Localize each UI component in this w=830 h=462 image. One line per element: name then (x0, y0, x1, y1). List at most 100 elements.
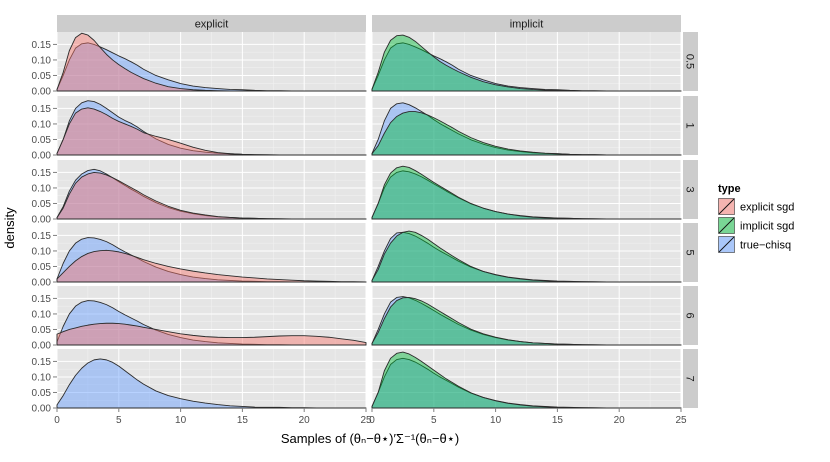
y-tick-label: 0.15 (32, 40, 52, 51)
row-strip-7 (683, 349, 698, 408)
y-axis-label: density (2, 207, 17, 249)
panel-explicit-5 (56, 223, 367, 283)
legend-label: implicit sgd (740, 221, 794, 233)
y-tick-label: 0.15 (32, 294, 52, 305)
panel-implicit-5 (371, 223, 682, 283)
density-area-true-chisq (56, 358, 367, 409)
legend-swatch-line (718, 217, 735, 234)
row-strip-6 (683, 286, 698, 345)
series-group-implicit-5 (371, 230, 682, 283)
legend-item-true-chisq: true−chisq (717, 235, 791, 254)
y-tick-label: 0.15 (32, 168, 52, 179)
y-tick-label: 0.05 (32, 388, 52, 399)
panel-implicit-6 (371, 286, 682, 346)
legend-item-explicit-sgd: explicit sgd (717, 197, 794, 216)
x-tick-label: 25 (675, 415, 687, 426)
y-tick-label: 0.00 (32, 215, 52, 226)
y-tick-label: 0.05 (32, 325, 52, 336)
x-tick-label: 15 (237, 415, 249, 426)
legend-swatch-line (718, 236, 735, 253)
row-strip-0.5 (683, 32, 698, 91)
x-tick-label: 5 (431, 415, 437, 426)
series-group-implicit-3 (371, 165, 682, 220)
y-tick-label: 0.05 (32, 71, 52, 82)
series-group-implicit-0.5 (371, 34, 682, 92)
col-strip-explicit (57, 15, 366, 32)
y-tick-label: 0.10 (32, 183, 52, 194)
x-tick-label: 0 (54, 415, 60, 426)
y-tick-label: 0.15 (32, 357, 52, 368)
col-strip-label: implicit (510, 19, 544, 31)
y-tick-label: 0.10 (32, 309, 52, 320)
panel-implicit-3 (371, 160, 682, 220)
x-tick-label: 25 (360, 415, 372, 426)
density-area-implicit-sgd (371, 297, 682, 346)
density-area-implicit-sgd (371, 351, 682, 409)
series-group-explicit-1 (56, 100, 367, 156)
row-strip-1 (683, 96, 698, 155)
y-tick-label: 0.00 (32, 87, 52, 98)
x-axis-label: Samples of (θₙ−θ⋆)′Σ⁻¹(θₙ−θ⋆) (281, 431, 459, 446)
legend: type explicit sgd implicit sgd true−chisq (717, 183, 794, 254)
panel-explicit-6 (56, 286, 367, 346)
row-strip-label: 1 (684, 122, 696, 128)
density-area-explicit-sgd (56, 322, 367, 346)
y-tick-label: 0.05 (32, 199, 52, 210)
panel-explicit-7 (56, 349, 367, 409)
row-strip-label: 7 (684, 375, 696, 381)
series-group-explicit-7 (56, 358, 367, 409)
facet-strips-layer: explicit implicit 0.5 1 3 5 6 7 (57, 15, 698, 408)
density-area-explicit-sgd (56, 107, 367, 156)
y-tick-label: 0.00 (32, 404, 52, 415)
density-area-implicit-sgd (371, 165, 682, 220)
x-tick-label: 20 (299, 415, 311, 426)
panel-explicit-3 (56, 160, 367, 220)
row-strip-label: 6 (684, 312, 696, 318)
y-tick-label: 0.00 (32, 341, 52, 352)
density-area-implicit-sgd (371, 230, 682, 283)
x-tick-label: 0 (369, 415, 375, 426)
y-tick-label: 0.00 (32, 278, 52, 289)
y-tick-label: 0.10 (32, 246, 52, 257)
row-strip-label: 5 (684, 249, 696, 255)
row-strip-3 (683, 160, 698, 219)
series-group-implicit-1 (371, 102, 682, 156)
legend-item-implicit-sgd: implicit sgd (717, 216, 794, 235)
series-group-implicit-7 (371, 351, 682, 409)
legend-label: explicit sgd (740, 202, 794, 214)
x-tick-label: 5 (116, 415, 122, 426)
panel-implicit-7 (371, 349, 682, 409)
y-tick-label: 0.10 (32, 372, 52, 383)
y-tick-label: 0.10 (32, 55, 52, 66)
series-group-explicit-5 (56, 237, 367, 283)
density-area-implicit-sgd (371, 111, 682, 156)
density-area-implicit-sgd (371, 34, 682, 92)
y-tick-label: 0.15 (32, 104, 52, 115)
legend-swatch-line (718, 198, 735, 215)
x-tick-label: 20 (614, 415, 626, 426)
y-tick-label: 0.10 (32, 119, 52, 130)
row-strip-label: 0.5 (684, 54, 696, 69)
x-tick-label: 15 (552, 415, 564, 426)
density-area-explicit-sgd (56, 171, 367, 220)
axes-layer: 0.00 0.05 0.10 0.15 0.00 0.05 0.10 0.15 0.00 0.05… (32, 40, 687, 426)
density-area-explicit-sgd (56, 32, 367, 92)
legend-title: type (718, 183, 741, 195)
y-tick-label: 0.15 (32, 231, 52, 242)
series-group-explicit-6 (56, 300, 367, 346)
row-strip-5 (683, 223, 698, 282)
y-tick-label: 0.05 (32, 262, 52, 273)
legend-label: true−chisq (740, 240, 791, 252)
density-area-explicit-sgd (56, 249, 367, 283)
col-strip-implicit (372, 15, 681, 32)
series-group-implicit-6 (371, 296, 682, 346)
y-tick-label: 0.00 (32, 151, 52, 162)
col-strip-label: explicit (195, 19, 229, 31)
panels-layer (56, 32, 682, 409)
x-tick-label: 10 (490, 415, 502, 426)
series-group-explicit-0.5 (56, 32, 367, 92)
y-tick-label: 0.05 (32, 135, 52, 146)
series-group-explicit-3 (56, 168, 367, 220)
